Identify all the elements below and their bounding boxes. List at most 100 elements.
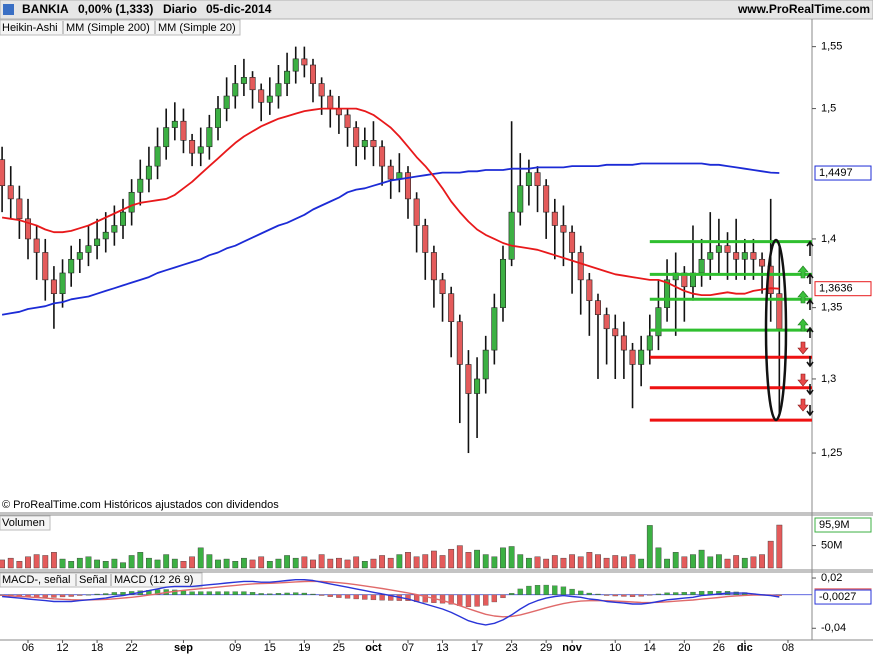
volume-bar bbox=[154, 559, 161, 569]
candle-body bbox=[249, 77, 256, 91]
volume-bar bbox=[163, 554, 170, 569]
x-tick-label: 26 bbox=[713, 642, 725, 654]
macd-histogram-bar bbox=[198, 591, 204, 595]
volume-bar bbox=[681, 556, 688, 569]
volume-bar bbox=[517, 554, 524, 569]
volume-bar bbox=[465, 552, 472, 569]
candle-body bbox=[171, 120, 178, 128]
volume-bar bbox=[59, 558, 66, 569]
volume-bar bbox=[266, 561, 273, 569]
volume-bar bbox=[171, 558, 178, 569]
volume-bar bbox=[724, 558, 731, 569]
macd-histogram-bar bbox=[249, 592, 256, 595]
candle-body bbox=[292, 58, 299, 72]
candle-body bbox=[664, 279, 671, 308]
volume-bar bbox=[197, 547, 204, 569]
volume-bar bbox=[396, 554, 403, 569]
candle-body bbox=[525, 172, 532, 187]
volume-bar bbox=[629, 554, 636, 569]
macd-histogram-bar bbox=[362, 594, 368, 600]
macd-histogram-bar bbox=[42, 594, 48, 598]
volume-bar bbox=[353, 556, 360, 569]
macd-histogram-bar bbox=[241, 591, 247, 595]
macd-histogram-bar bbox=[534, 584, 541, 595]
volume-bar bbox=[16, 561, 23, 569]
volume-bar bbox=[759, 554, 765, 569]
macd-histogram-bar bbox=[388, 594, 394, 601]
macd-histogram-bar bbox=[552, 585, 558, 595]
arrow-down bbox=[797, 341, 809, 355]
header-icon bbox=[3, 4, 14, 15]
volume-bar bbox=[232, 561, 239, 569]
legend-heikin-ashi: Heikin-Ashi bbox=[2, 22, 58, 34]
volume-bar bbox=[733, 555, 740, 569]
candle-body bbox=[232, 83, 239, 97]
macd-histogram-bar bbox=[111, 592, 118, 595]
volume-bar bbox=[741, 557, 748, 569]
volume-bar bbox=[690, 554, 696, 569]
candle-body bbox=[698, 258, 705, 274]
candle-body bbox=[206, 127, 213, 148]
macd-histogram-bar bbox=[474, 594, 480, 607]
volume-bar bbox=[767, 540, 774, 569]
volume-bar bbox=[310, 559, 316, 569]
macd-histogram-bar bbox=[491, 594, 498, 603]
macd-histogram-bar bbox=[68, 594, 74, 597]
macd-histogram-bar bbox=[517, 588, 523, 595]
macd-histogram-bar bbox=[293, 592, 299, 595]
candle-body bbox=[120, 211, 127, 226]
candle-body bbox=[154, 146, 161, 167]
volume-bar bbox=[249, 559, 256, 569]
volume-bar bbox=[491, 556, 498, 569]
macd-histogram-bar bbox=[465, 594, 472, 607]
arrow-up bbox=[797, 265, 809, 279]
macd-histogram-bar bbox=[638, 594, 644, 597]
y-tick-label: 1,5 bbox=[821, 102, 836, 114]
volume-bar bbox=[620, 556, 627, 569]
candle-body bbox=[707, 252, 714, 260]
candle-body bbox=[223, 95, 230, 109]
volume-bar bbox=[431, 550, 437, 569]
x-tick-label: 17 bbox=[471, 642, 483, 654]
candle-body bbox=[59, 272, 66, 294]
legend-box bbox=[0, 515, 51, 531]
x-tick-label: 19 bbox=[298, 642, 310, 654]
drawing-overlay bbox=[764, 238, 814, 422]
macd-histogram-bar bbox=[586, 592, 592, 595]
candle-body bbox=[594, 300, 601, 315]
volume-bar bbox=[379, 555, 385, 569]
y-tick-label: 1,3 bbox=[821, 373, 836, 385]
volume-bar bbox=[612, 555, 619, 569]
macd-line bbox=[2, 579, 780, 626]
x-tick-label: 15 bbox=[264, 642, 276, 654]
volume-bar bbox=[128, 555, 135, 569]
volume-bar bbox=[655, 547, 662, 569]
macd-histogram-bar bbox=[603, 594, 610, 596]
volume-bar bbox=[0, 559, 6, 569]
volume-bar bbox=[577, 556, 584, 569]
x-tick-label: 07 bbox=[402, 642, 414, 654]
macd-histogram-bar bbox=[223, 591, 230, 595]
x-tick-label: 10 bbox=[609, 642, 621, 654]
candle-body bbox=[111, 225, 118, 233]
candle-body bbox=[586, 279, 593, 301]
macd-histogram-bar bbox=[690, 591, 696, 595]
header-bar bbox=[0, 0, 873, 20]
macd-histogram-bar bbox=[353, 594, 359, 600]
volume-bar bbox=[25, 556, 31, 569]
volume-bar bbox=[543, 558, 550, 569]
macd-histogram-bar bbox=[526, 585, 532, 595]
site: www.ProRealTime.com bbox=[737, 2, 870, 16]
volume-bar bbox=[422, 554, 429, 569]
volume-bar bbox=[137, 552, 144, 569]
x-tick-label: 13 bbox=[436, 642, 448, 654]
volume-bar bbox=[68, 561, 75, 569]
macd-histogram-bar bbox=[206, 591, 213, 595]
arrow-down bbox=[797, 398, 809, 412]
volume-bar bbox=[42, 555, 49, 569]
macd-histogram-bar bbox=[578, 590, 584, 595]
candle-body bbox=[301, 58, 308, 66]
macd-histogram-bar bbox=[569, 588, 575, 595]
macd-histogram-bar bbox=[629, 594, 636, 597]
